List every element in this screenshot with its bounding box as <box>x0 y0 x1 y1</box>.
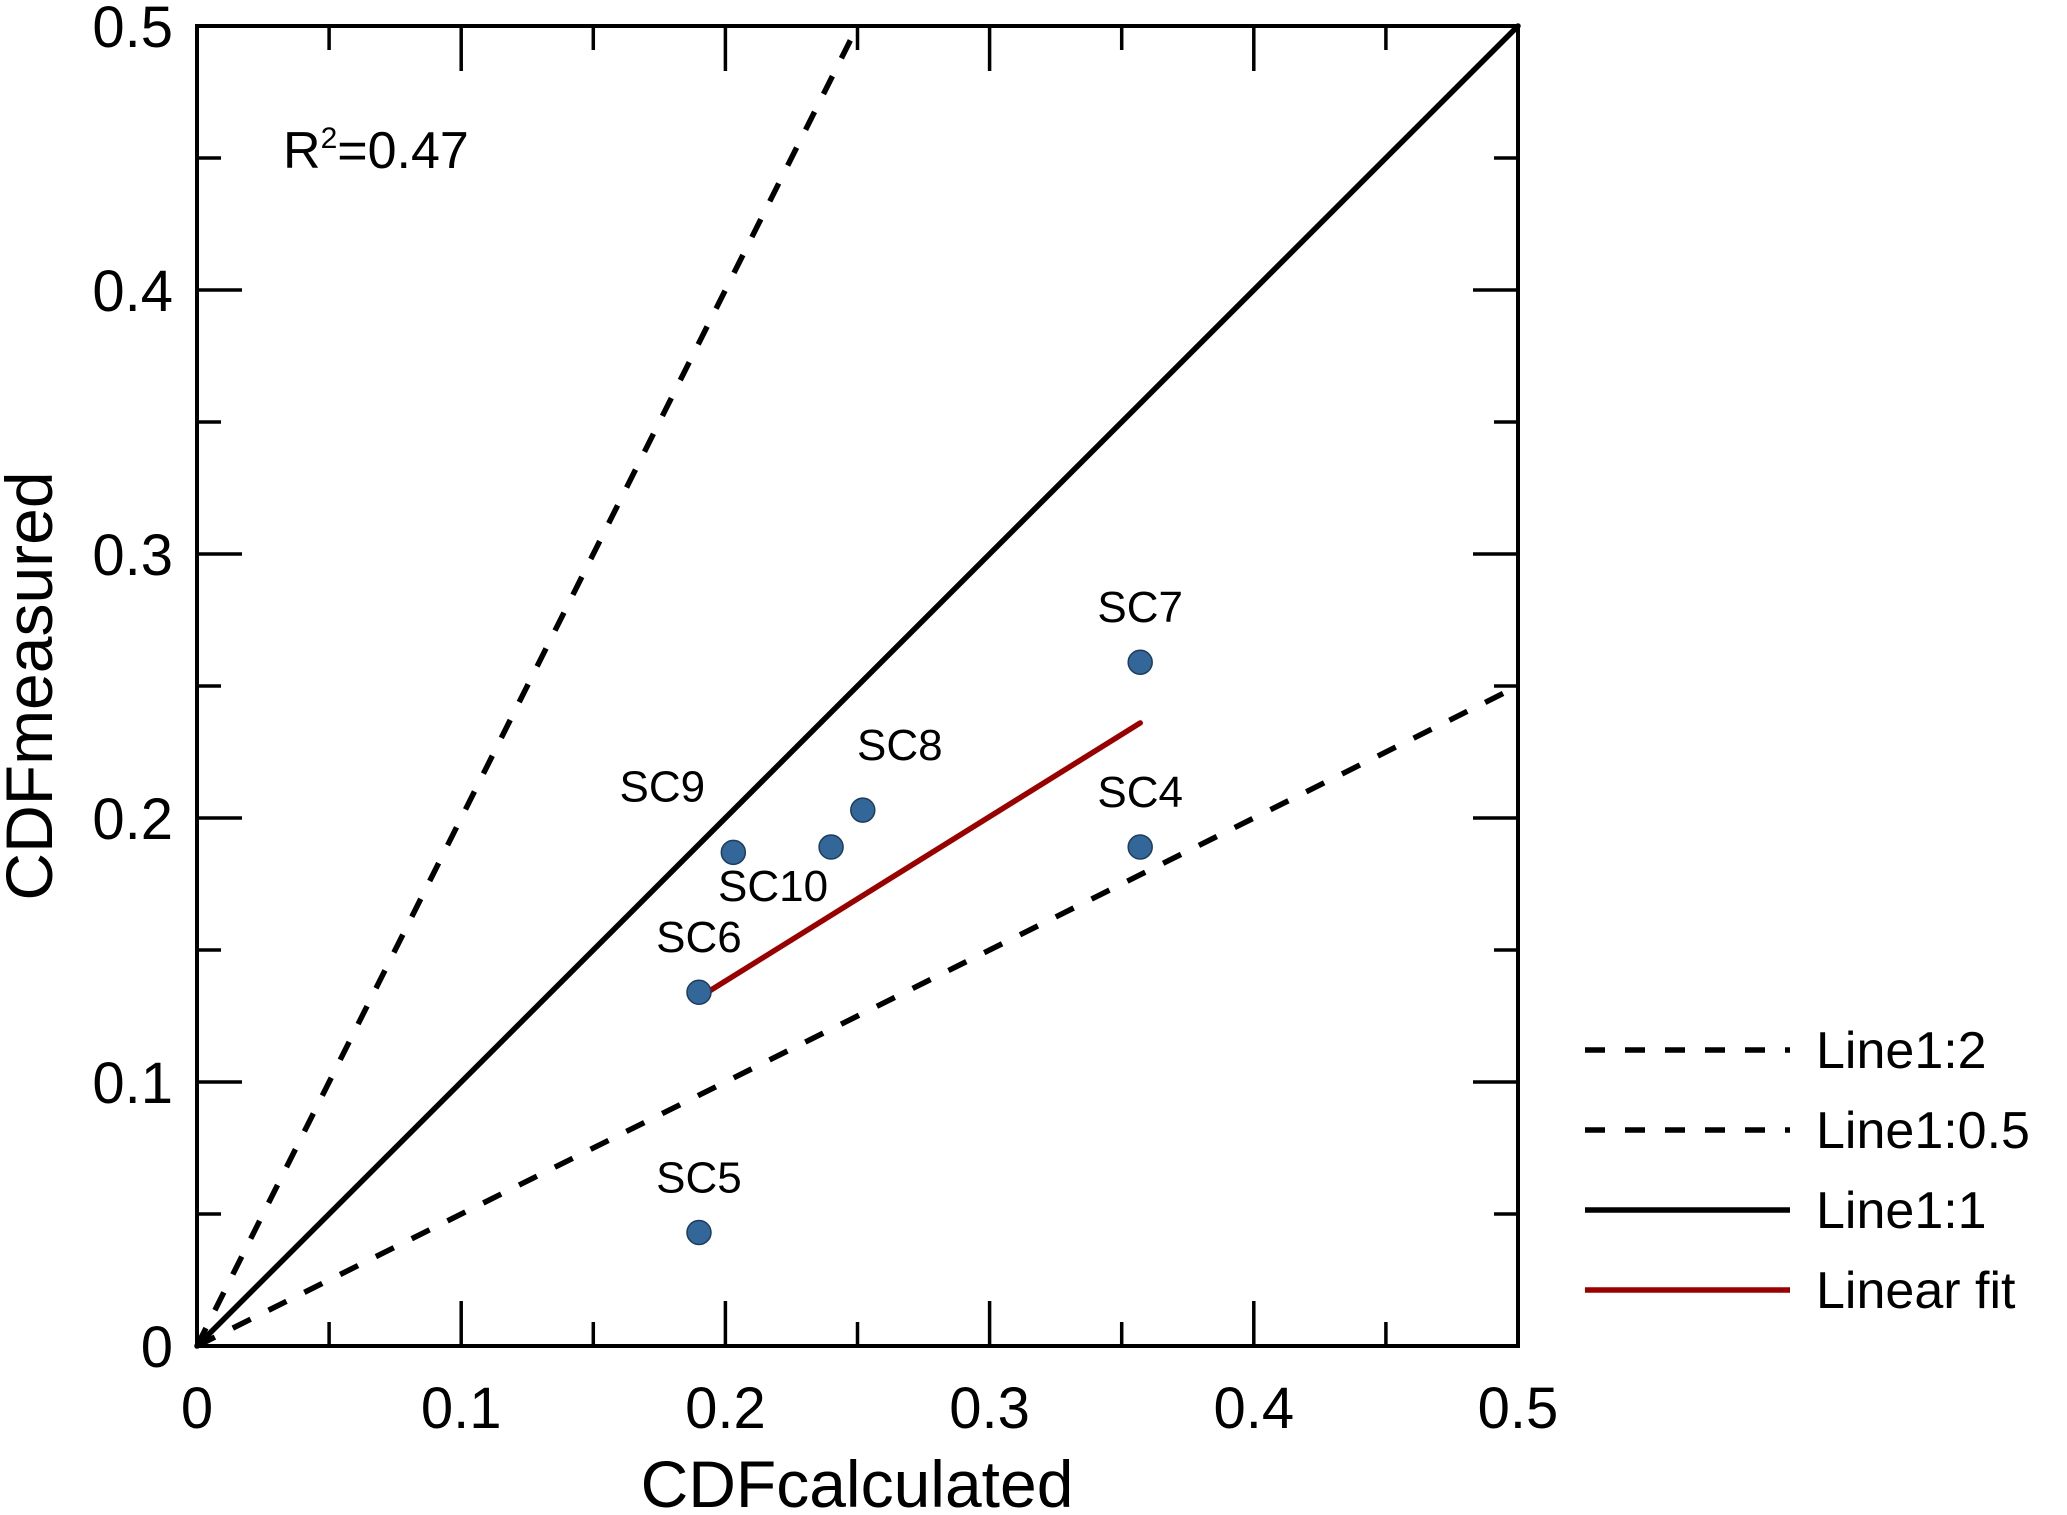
data-point <box>1127 649 1153 675</box>
y-tick-label: 0 <box>141 1315 173 1380</box>
x-tick-label: 0.5 <box>1478 1376 1559 1441</box>
series-line-line1-1 <box>194 23 1521 1349</box>
point-label: SC10 <box>718 862 828 911</box>
data-points: SC4 SC5 SC6 SC7 SC8 SC9 SC10 <box>620 583 1183 1246</box>
x-tick-label: 0 <box>181 1376 213 1441</box>
legend: Line1:2 Line1:0.5 Line1:1 Linear fit <box>1585 1022 2030 1320</box>
x-tick-label: 0.3 <box>949 1376 1030 1441</box>
point-label: SC5 <box>656 1153 742 1202</box>
data-point <box>720 839 747 866</box>
series-line-line1-2 <box>194 24 860 1348</box>
point-label: SC4 <box>1097 768 1183 817</box>
data-point <box>686 1219 712 1246</box>
y-tick-label: 0.5 <box>92 0 173 60</box>
x-tick-label: 0.1 <box>421 1376 502 1441</box>
y-tick-label: 0.3 <box>92 523 173 588</box>
series-line-linear-fit <box>696 720 1143 1001</box>
x-axis-title: CDFcalculated <box>641 1447 1074 1515</box>
y-axis-title: CDFmeasured <box>0 471 66 900</box>
data-point <box>850 797 876 823</box>
data-point <box>686 979 712 1005</box>
point-label: SC7 <box>1097 583 1183 632</box>
legend-label: Line1:1 <box>1816 1182 1987 1240</box>
r-squared-annotation: R2=0.47 <box>283 122 469 180</box>
y-tick-label: 0.4 <box>92 259 173 324</box>
legend-label: Linear fit <box>1816 1262 2016 1320</box>
legend-label: Line1:0.5 <box>1816 1102 2030 1160</box>
series-line-line1-0-5 <box>195 683 1520 1349</box>
axis-ticks: 0 0.1 0.2 0.3 0.4 0.5 0 0.1 0.2 0.3 0.4 0.5 <box>92 0 1558 1441</box>
reference-lines <box>194 23 1521 1349</box>
point-label: SC6 <box>656 913 742 962</box>
x-tick-label: 0.2 <box>685 1376 766 1441</box>
plot-frame <box>195 24 1520 1348</box>
data-point <box>1127 834 1153 860</box>
data-point <box>818 834 844 860</box>
point-label: SC8 <box>857 721 943 770</box>
y-tick-label: 0.2 <box>92 787 173 852</box>
legend-label: Line1:2 <box>1816 1022 1987 1080</box>
y-tick-label: 0.1 <box>92 1051 173 1116</box>
point-label: SC9 <box>620 762 706 811</box>
x-tick-label: 0.4 <box>1213 1376 1294 1441</box>
